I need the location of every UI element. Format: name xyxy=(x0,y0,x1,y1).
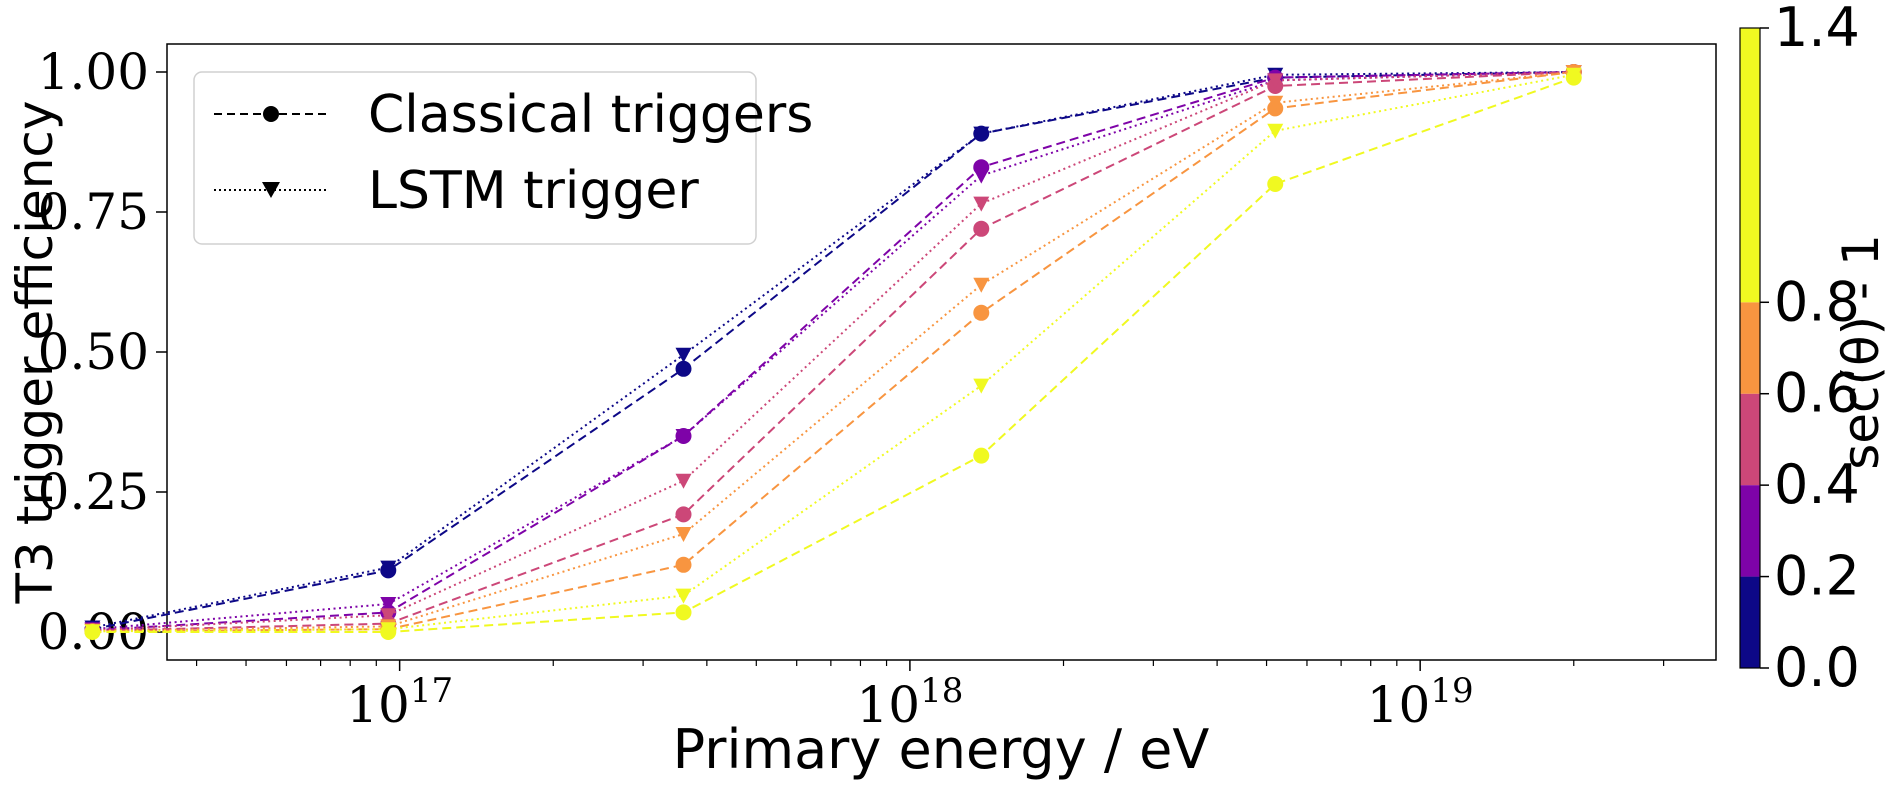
data-point xyxy=(380,608,397,624)
y-axis-ticks: 0.000.250.500.751.00 xyxy=(38,43,167,661)
series-line xyxy=(92,71,1574,629)
y-tick-label: 1.00 xyxy=(38,43,149,101)
data-point xyxy=(1267,73,1284,89)
legend: Classical triggers LSTM trigger xyxy=(193,71,813,245)
data-point xyxy=(1565,67,1582,83)
data-point xyxy=(1267,95,1284,111)
y-tick-label: 0.75 xyxy=(38,183,149,241)
data-point xyxy=(675,604,692,621)
series-layer xyxy=(84,64,1582,640)
data-point xyxy=(973,304,990,321)
colorbar-tick-label: 0.8 xyxy=(1774,270,1860,333)
series-line xyxy=(92,71,1574,632)
colorbar-segment xyxy=(1740,28,1760,303)
data-point xyxy=(675,527,692,542)
data-point xyxy=(675,473,692,489)
data-point xyxy=(1267,123,1284,139)
colorbar-tick-label: 0.4 xyxy=(1774,453,1860,516)
colorbar xyxy=(1739,27,1761,669)
series-line xyxy=(92,71,1574,631)
x-axis-label: Primary energy / eV xyxy=(673,718,1210,781)
legend-classical-marker xyxy=(263,106,279,122)
x-tick-label: 1018 xyxy=(856,671,963,734)
x-minor-ticks xyxy=(195,660,1665,666)
colorbar-segment xyxy=(1740,302,1760,394)
legend-classical-label: Classical triggers xyxy=(368,85,813,145)
data-point xyxy=(380,622,397,638)
data-point xyxy=(973,277,990,293)
data-point xyxy=(675,347,692,363)
x-tick-label: 1019 xyxy=(1367,671,1474,734)
data-point xyxy=(675,429,692,444)
data-point xyxy=(675,588,692,604)
colorbar-tick-label: 1.4 xyxy=(1774,0,1860,59)
colorbar-frame xyxy=(1739,27,1761,669)
series-line xyxy=(92,76,1575,633)
y-tick-label: 0.25 xyxy=(38,463,149,521)
data-point xyxy=(973,220,990,237)
data-point xyxy=(675,506,692,523)
data-point xyxy=(1267,176,1284,192)
colorbar-segment xyxy=(1740,393,1760,486)
data-point xyxy=(380,560,397,576)
colorbar-segment xyxy=(1740,576,1760,668)
colorbar-label: sec(θ) - 1 xyxy=(1832,234,1890,470)
series-line xyxy=(92,71,1574,633)
data-point xyxy=(675,556,692,573)
x-tick-label: 1017 xyxy=(346,671,453,734)
legend-lstm-label: LSTM trigger xyxy=(368,161,699,221)
colorbar-tick-label: 0.2 xyxy=(1774,545,1860,608)
data-point xyxy=(973,126,990,142)
data-point xyxy=(84,624,101,640)
series-0.8-1.4-lstm xyxy=(84,67,1582,640)
colorbar-tick-label: 0.0 xyxy=(1774,636,1860,699)
colorbar-segment xyxy=(1740,485,1760,577)
data-point xyxy=(973,378,990,394)
data-point xyxy=(973,196,990,212)
colorbar-ticks: 0.0 0.2 0.4 0.6 0.8 1.4 xyxy=(1760,0,1860,699)
legend-box xyxy=(193,71,757,245)
data-point xyxy=(380,597,397,612)
data-point xyxy=(973,168,990,184)
data-point xyxy=(675,360,692,377)
y-tick-label: 0.50 xyxy=(38,323,149,381)
x-axis-ticks: 1017 1018 1019 xyxy=(346,660,1474,734)
data-point xyxy=(973,447,990,464)
legend-lstm-marker xyxy=(262,182,280,198)
series-line xyxy=(92,73,1574,633)
colorbar-tick-label: 0.6 xyxy=(1774,362,1860,425)
series-line xyxy=(92,71,1574,632)
series-line xyxy=(92,71,1574,632)
y-axis-label: T3 trigger efficiency xyxy=(6,100,64,604)
